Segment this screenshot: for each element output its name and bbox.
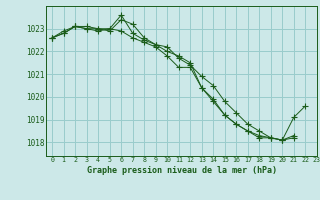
X-axis label: Graphe pression niveau de la mer (hPa): Graphe pression niveau de la mer (hPa) (87, 166, 276, 175)
